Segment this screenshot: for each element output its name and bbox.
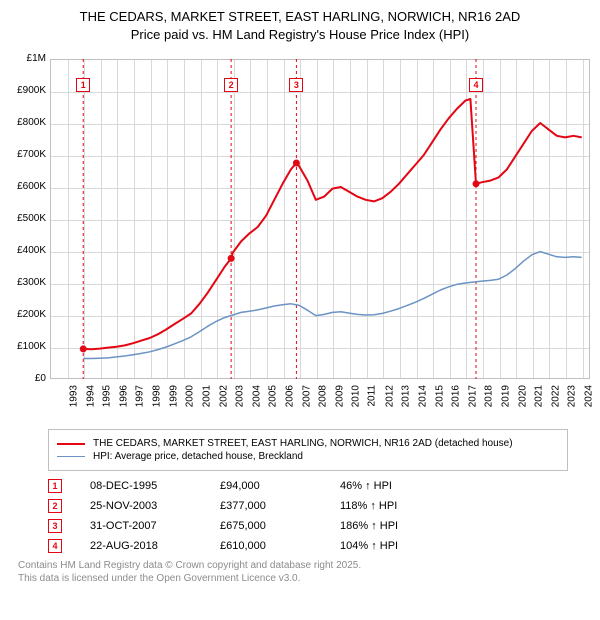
event-pct: 46% ↑ HPI bbox=[340, 480, 568, 492]
x-tick-label: 1994 bbox=[85, 385, 96, 407]
x-tick-label: 1998 bbox=[151, 385, 162, 407]
legend-item: HPI: Average price, detached house, Brec… bbox=[57, 451, 559, 462]
event-marker-1: 1 bbox=[76, 78, 90, 92]
legend-swatch bbox=[57, 443, 85, 445]
event-row-marker: 4 bbox=[48, 539, 62, 553]
x-tick-label: 2015 bbox=[434, 385, 445, 407]
x-tick-label: 2016 bbox=[450, 385, 461, 407]
title-line-1: THE CEDARS, MARKET STREET, EAST HARLING,… bbox=[4, 8, 596, 26]
x-tick-label: 1997 bbox=[135, 385, 146, 407]
x-tick-label: 2010 bbox=[351, 385, 362, 407]
event-pct: 104% ↑ HPI bbox=[340, 540, 568, 552]
event-row-marker: 1 bbox=[48, 479, 62, 493]
x-tick-label: 2024 bbox=[583, 385, 594, 407]
x-tick-label: 2009 bbox=[334, 385, 345, 407]
x-tick-label: 2014 bbox=[417, 385, 428, 407]
event-row: 3 31-OCT-2007£675,000186% ↑ HPI bbox=[48, 519, 568, 533]
event-price: £610,000 bbox=[220, 540, 340, 552]
x-tick-label: 2005 bbox=[268, 385, 279, 407]
event-row: 4 22-AUG-2018£610,000104% ↑ HPI bbox=[48, 539, 568, 553]
x-tick-label: 1999 bbox=[168, 385, 179, 407]
x-tick-label: 2008 bbox=[317, 385, 328, 407]
x-tick-label: 2013 bbox=[401, 385, 412, 407]
x-tick-label: 2022 bbox=[550, 385, 561, 407]
x-tick-label: 2001 bbox=[201, 385, 212, 407]
legend-label: HPI: Average price, detached house, Brec… bbox=[93, 451, 303, 462]
x-tick-label: 1993 bbox=[68, 385, 79, 407]
footer-attribution: Contains HM Land Registry data © Crown c… bbox=[18, 559, 588, 585]
x-tick-label: 2002 bbox=[218, 385, 229, 407]
x-tick-label: 1996 bbox=[118, 385, 129, 407]
series-line bbox=[83, 252, 582, 359]
x-tick-label: 1995 bbox=[101, 385, 112, 407]
footer-line-1: Contains HM Land Registry data © Crown c… bbox=[18, 559, 588, 572]
x-tick-label: 2004 bbox=[251, 385, 262, 407]
legend-label: THE CEDARS, MARKET STREET, EAST HARLING,… bbox=[93, 438, 513, 449]
chart-container: THE CEDARS, MARKET STREET, EAST HARLING,… bbox=[0, 0, 600, 589]
event-row: 1 08-DEC-1995£94,00046% ↑ HPI bbox=[48, 479, 568, 493]
x-tick-label: 2007 bbox=[301, 385, 312, 407]
x-tick-label: 2019 bbox=[500, 385, 511, 407]
event-pct: 118% ↑ HPI bbox=[340, 500, 568, 512]
event-row-marker: 2 bbox=[48, 499, 62, 513]
event-marker-3: 3 bbox=[289, 78, 303, 92]
event-price: £675,000 bbox=[220, 520, 340, 532]
title-line-2: Price paid vs. HM Land Registry's House … bbox=[4, 26, 596, 44]
series-svg bbox=[4, 49, 592, 381]
x-tick-label: 2003 bbox=[234, 385, 245, 407]
x-tick-label: 2023 bbox=[567, 385, 578, 407]
event-date: 25-NOV-2003 bbox=[90, 500, 220, 512]
x-tick-label: 2017 bbox=[467, 385, 478, 407]
event-marker-4: 4 bbox=[469, 78, 483, 92]
chart-area: £0£100K£200K£300K£400K£500K£600K£700K£80… bbox=[4, 49, 596, 419]
event-date: 31-OCT-2007 bbox=[90, 520, 220, 532]
event-marker-2: 2 bbox=[224, 78, 238, 92]
event-table: 1 08-DEC-1995£94,00046% ↑ HPI 2 25-NOV-2003… bbox=[48, 479, 568, 553]
event-price: £94,000 bbox=[220, 480, 340, 492]
x-tick-label: 2012 bbox=[384, 385, 395, 407]
event-row: 2 25-NOV-2003£377,000118% ↑ HPI bbox=[48, 499, 568, 513]
x-tick-label: 2000 bbox=[185, 385, 196, 407]
event-row-marker: 3 bbox=[48, 519, 62, 533]
legend: THE CEDARS, MARKET STREET, EAST HARLING,… bbox=[48, 429, 568, 471]
event-date: 22-AUG-2018 bbox=[90, 540, 220, 552]
x-tick-label: 2018 bbox=[484, 385, 495, 407]
x-tick-label: 2011 bbox=[367, 385, 378, 407]
title-block: THE CEDARS, MARKET STREET, EAST HARLING,… bbox=[4, 8, 596, 43]
footer-line-2: This data is licensed under the Open Gov… bbox=[18, 572, 588, 585]
event-price: £377,000 bbox=[220, 500, 340, 512]
x-tick-label: 2020 bbox=[517, 385, 528, 407]
legend-swatch bbox=[57, 456, 85, 458]
legend-item: THE CEDARS, MARKET STREET, EAST HARLING,… bbox=[57, 438, 559, 449]
x-tick-label: 2006 bbox=[284, 385, 295, 407]
event-date: 08-DEC-1995 bbox=[90, 480, 220, 492]
x-tick-label: 2021 bbox=[533, 385, 544, 407]
event-pct: 186% ↑ HPI bbox=[340, 520, 568, 532]
